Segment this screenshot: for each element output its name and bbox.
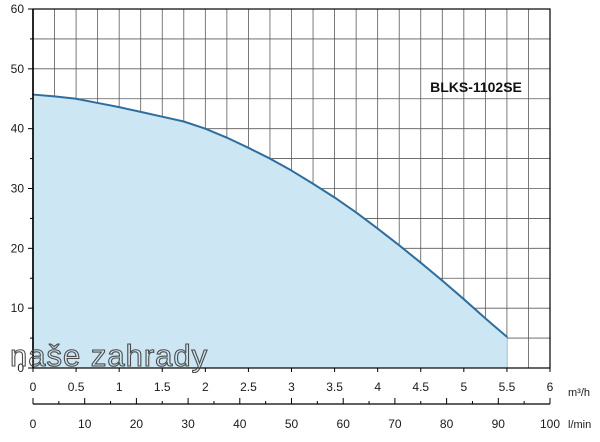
- x-tick-label-m3h: 1.5: [154, 380, 171, 394]
- x-tick-label-m3h: 5: [460, 380, 467, 394]
- x-tick-label-m3h: 4.5: [412, 380, 429, 394]
- curve-point: [182, 120, 185, 123]
- curve-point: [462, 298, 465, 301]
- curve-point: [333, 196, 336, 199]
- y-tick-label: 0: [17, 361, 24, 375]
- x-tick-label-m3h: 3: [288, 380, 295, 394]
- y-tick-label: 50: [11, 62, 25, 76]
- x-axis-unit-m3h: m³/h: [568, 387, 590, 399]
- x-tick-label-m3h: 1: [116, 380, 123, 394]
- curve-point: [376, 227, 379, 230]
- x-tick-label-m3h: 2.5: [240, 380, 257, 394]
- x-tick-label-m3h: 6: [547, 380, 554, 394]
- y-tick-label: 30: [11, 182, 25, 196]
- x-tick-label-lmin: 70: [388, 417, 402, 431]
- x-tick-label-m3h: 5.5: [499, 380, 516, 394]
- curve-point: [441, 279, 444, 282]
- x-tick-label-lmin: 20: [130, 417, 144, 431]
- curve-point: [118, 106, 121, 109]
- x-tick-label-lmin: 90: [492, 417, 506, 431]
- x-tick-label-lmin: 40: [233, 417, 247, 431]
- curve-point: [161, 115, 164, 118]
- model-label: BLKS-1102SE: [430, 79, 522, 95]
- y-tick-labels: 0 10 20 30 40 50 60: [11, 2, 25, 375]
- curve-point: [247, 146, 250, 149]
- curve-point: [225, 136, 228, 139]
- x-tick-label-lmin: 100: [540, 417, 560, 431]
- y-tick-label: 60: [11, 2, 25, 16]
- curve-point: [204, 127, 207, 130]
- x-tick-label-lmin: 30: [181, 417, 195, 431]
- x-tick-labels-lmin: 0 10 20 30 40 50 60 70 80 90 100: [30, 417, 561, 431]
- x-tick-label-lmin: 80: [440, 417, 454, 431]
- x-tick-label-m3h: 2: [202, 380, 209, 394]
- x-tick-label-lmin: 50: [285, 417, 299, 431]
- curve-point: [398, 244, 401, 247]
- y-tick-label: 20: [11, 241, 25, 255]
- curve-point: [506, 335, 508, 338]
- curve-point: [290, 169, 293, 172]
- curve-point: [139, 111, 142, 113]
- x-tick-label-m3h: 0: [30, 380, 37, 394]
- curve-point: [53, 95, 56, 98]
- y-tick-label: 40: [11, 122, 25, 136]
- x-tick-label-lmin: 10: [78, 417, 92, 431]
- curve-point: [484, 317, 487, 320]
- curve-point: [75, 97, 77, 100]
- x-axis-unit-lmin: l/min: [568, 419, 591, 431]
- x-tick-label-m3h: 3.5: [326, 380, 343, 394]
- watermark-logo: naše zahrady: [10, 338, 208, 373]
- curve-area-fill: [33, 94, 507, 368]
- x-tick-labels-m3h: 0 0.5 1 1.5 2 2.5 3 3.5 4 4.5 5 5.5 6: [30, 380, 554, 394]
- curve-point: [269, 157, 271, 160]
- curve-point: [312, 182, 314, 185]
- axes: [28, 8, 551, 405]
- curve-point: [96, 102, 99, 104]
- x-tick-label-lmin: 0: [30, 417, 37, 431]
- x-tick-label-m3h: 0.5: [68, 380, 85, 394]
- x-tick-label-m3h: 4: [374, 380, 381, 394]
- x-tick-label-lmin: 60: [337, 417, 351, 431]
- curve-point: [355, 211, 358, 214]
- curve-point: [419, 261, 422, 264]
- y-tick-label: 10: [11, 301, 25, 315]
